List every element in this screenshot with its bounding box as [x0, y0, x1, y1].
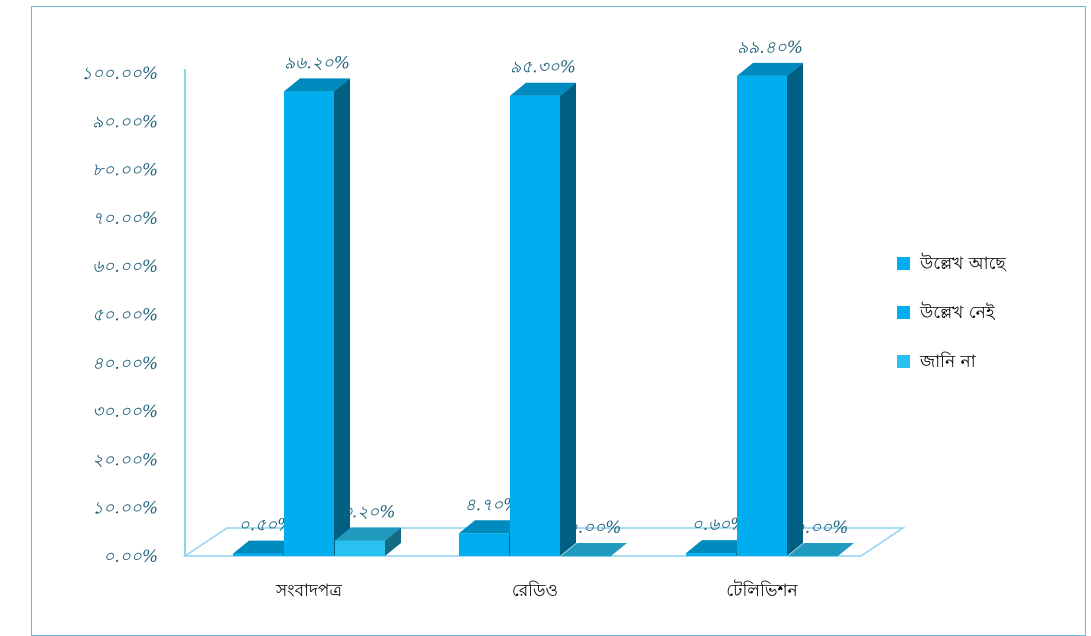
bar: [284, 78, 350, 556]
data-label: ৩.২০%: [341, 503, 396, 523]
category-label: সংবাদপত্র: [275, 581, 342, 601]
bar: [335, 527, 401, 556]
bar-front-face: [233, 553, 283, 556]
bar: [788, 543, 854, 557]
legend-swatch: [897, 355, 910, 368]
bar-front-face: [459, 533, 509, 556]
bar-top-face: [510, 82, 576, 96]
data-label: ০.০০%: [794, 518, 849, 538]
bar-front-face: [788, 556, 838, 557]
bar: [737, 62, 803, 556]
data-label: ৯৫.৩০%: [510, 58, 576, 78]
bar-top-face: [459, 520, 525, 534]
y-tick-label: ১০.০০%: [92, 499, 158, 519]
bar-side-face: [560, 82, 576, 557]
bar-front-face: [737, 75, 787, 556]
category-label: টেলিভিশন: [726, 580, 798, 601]
bar-top-face: [284, 78, 350, 92]
legend-label: উল্লেখ আছে: [919, 253, 1007, 274]
legend-swatch: [897, 257, 910, 270]
legend-label: জানি না: [919, 351, 977, 372]
legend-label: উল্লেখ নেই: [919, 302, 996, 323]
y-tick-label: ৯০.০০%: [92, 112, 158, 132]
y-tick-label: ০.০০%: [103, 547, 158, 567]
data-label: ৯৯.৪০%: [737, 38, 803, 58]
legend-swatch: [897, 306, 910, 319]
data-label: ৪.৭০%: [465, 495, 520, 515]
y-tick-label: ৬০.০০%: [92, 257, 158, 277]
data-label: ৯৬.২০%: [284, 53, 350, 73]
chart-floor: [182, 527, 906, 557]
y-tick-label: ৭০.০০%: [92, 209, 158, 229]
bar-side-face: [787, 62, 803, 556]
data-label: ০.০০%: [567, 518, 622, 538]
bar: [561, 543, 627, 557]
data-label: ০.৬০%: [692, 515, 747, 535]
bar-top-face: [737, 62, 803, 76]
y-tick-label: ২০.০০%: [92, 450, 158, 470]
bar-side-face: [385, 527, 401, 556]
bar-front-face: [284, 91, 334, 556]
category-label: রেডিও: [512, 580, 558, 601]
bar-top-face: [788, 543, 854, 556]
bar-top-face: [686, 540, 752, 554]
bar-top-face: [335, 527, 401, 541]
bar: [510, 82, 576, 557]
y-tick-label: ৩০.০০%: [92, 402, 158, 422]
y-tick-label: ১০০.০০%: [81, 64, 158, 84]
y-tick-label: ৪০.০০%: [92, 354, 158, 374]
bar-top-face: [561, 543, 627, 556]
bar-front-face: [335, 540, 385, 556]
y-tick-label: ৮০.০০%: [92, 161, 158, 181]
bar-front-face: [561, 556, 611, 557]
bar-side-face: [334, 78, 350, 556]
y-tick-label: ৫০.০০%: [92, 306, 158, 326]
bar-top-face: [233, 540, 299, 554]
data-label: ০.৫০%: [239, 516, 294, 536]
bar-front-face: [686, 553, 736, 556]
bar-front-face: [510, 95, 560, 557]
